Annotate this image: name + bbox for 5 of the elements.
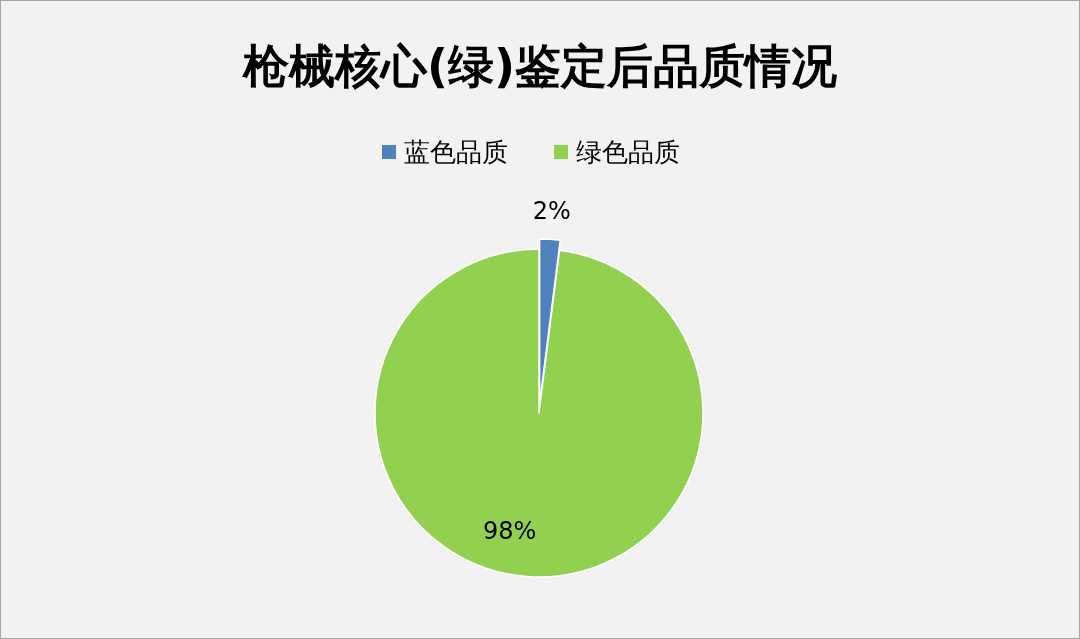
data-label: 2% <box>532 197 571 226</box>
legend-label: 蓝色品质 <box>404 137 508 167</box>
legend-label: 绿色品质 <box>576 137 680 167</box>
chart-title: 枪械核心(绿)鉴定后品质情况 <box>240 39 838 93</box>
data-label: 98% <box>482 516 537 545</box>
